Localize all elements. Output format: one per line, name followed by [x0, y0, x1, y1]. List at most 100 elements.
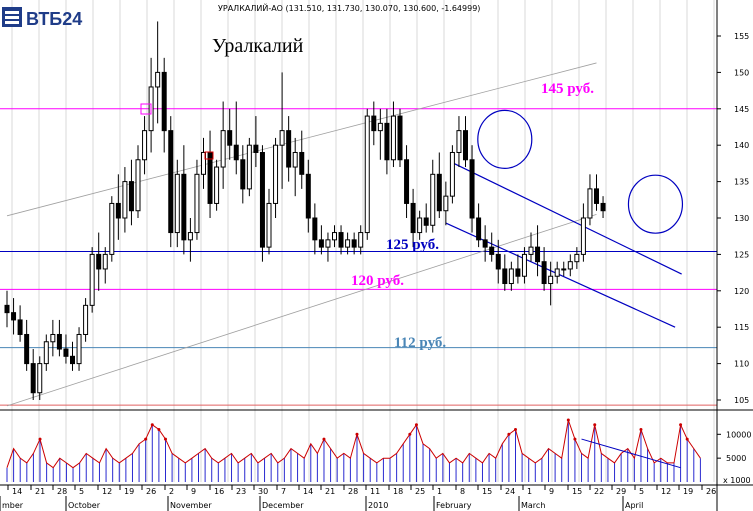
y-tick-label: 140 [734, 141, 749, 150]
highlight-circle [627, 174, 684, 234]
candle-body [410, 202, 416, 234]
candle-body [508, 268, 514, 285]
candle-body [201, 151, 206, 175]
candle-body [397, 115, 403, 161]
candle-body [155, 71, 161, 88]
candle-body [449, 151, 455, 197]
candle-body [384, 122, 390, 161]
volume-trendline [581, 438, 681, 469]
logo-text: ВТБ24 [26, 9, 82, 29]
candle-body [338, 232, 344, 248]
candle-body [279, 130, 285, 146]
x-tick-label: 14 [303, 487, 313, 496]
volume-scale-label: x 1000 [723, 476, 751, 485]
volume-peak [573, 437, 577, 441]
candle-body [456, 130, 462, 153]
candle-body [430, 173, 436, 226]
candle-body [174, 173, 180, 234]
labels: 145 руб. 125 руб. 120 руб. 112 руб. [351, 81, 594, 351]
candle-body [436, 173, 442, 212]
candle-body [11, 312, 17, 321]
x-tick-label: 15 [482, 487, 492, 496]
volume-panel [6, 418, 701, 482]
candle-body [259, 151, 265, 248]
candle-body [574, 253, 580, 263]
candle-body [37, 363, 43, 394]
volume-peak [408, 432, 412, 436]
brand-logo: ВТБ24 [2, 7, 82, 29]
y-tick-label: 150 [734, 68, 749, 77]
highlight-circles [477, 109, 684, 234]
candles [4, 21, 606, 400]
candle-body [56, 333, 62, 350]
x-tick-label: 7 [281, 487, 286, 496]
x-tick-label: 5 [639, 487, 644, 496]
candle-body [580, 217, 586, 255]
x-tick-label: 9 [191, 487, 196, 496]
x-tick-label: 28 [348, 487, 358, 496]
candle-body [246, 144, 252, 190]
y-tick-label: 155 [734, 32, 749, 41]
candle-body [528, 246, 534, 255]
x-tick-label: 1 [437, 487, 442, 496]
x-tick-label: 2 [169, 487, 174, 496]
candle-body [561, 268, 567, 271]
marker-box [140, 103, 152, 115]
candle-body [443, 195, 449, 212]
volume-peak [157, 428, 161, 432]
candle-body [423, 217, 429, 226]
candle-body [63, 348, 69, 357]
x-tick-label: 12 [102, 487, 112, 496]
candle-body [30, 363, 36, 394]
candle-body [142, 130, 148, 161]
candle-body [233, 144, 239, 161]
candle-body [214, 166, 220, 204]
volume-peak [322, 437, 326, 441]
y-tick-label: 135 [734, 178, 749, 187]
logo-mark-stripe-3 [5, 21, 19, 24]
x-tick-label: 19 [683, 487, 693, 496]
reference-label: 145 руб. [541, 81, 594, 97]
y-tick-label: 105 [734, 396, 749, 405]
x-tick-label: 12 [661, 487, 671, 496]
candle-body [502, 268, 508, 285]
x-tick-label: 21 [35, 487, 45, 496]
volume-peak [513, 428, 517, 432]
volume-peak [144, 437, 148, 441]
volume-tick-label: 10000 [726, 430, 751, 439]
candle-body [548, 275, 554, 285]
candle-body [273, 144, 279, 204]
y-tick-label: 145 [734, 105, 749, 114]
candle-body [24, 333, 30, 365]
marker-box [204, 151, 214, 160]
reference-lines [0, 108, 717, 406]
candle-body [292, 151, 298, 168]
candle-body [554, 268, 560, 277]
month-label: December [262, 501, 304, 510]
candle-body [390, 115, 396, 161]
candle-body [587, 188, 593, 219]
month-label: October [68, 501, 101, 510]
candle-body [567, 261, 573, 270]
candle-body [318, 239, 324, 248]
candle-body [89, 253, 95, 306]
candle-body [102, 253, 108, 270]
candle-body [253, 144, 259, 153]
month-label: mber [2, 501, 24, 510]
candle-body [115, 202, 121, 219]
reference-label: 120 руб. [351, 273, 404, 289]
x-tick-label: 8 [460, 487, 465, 496]
volume-peak [38, 437, 42, 441]
candle-body [345, 239, 351, 248]
volume-line [6, 419, 701, 469]
volume-peak [414, 423, 418, 427]
candle-body [600, 202, 606, 212]
trendline-down-channel-top [452, 162, 682, 275]
candle-body [299, 151, 305, 175]
x-tick-label: 1 [527, 487, 532, 496]
volume-peak [639, 428, 643, 432]
candle-body [220, 130, 226, 168]
chart-title: Уралкалий [212, 35, 304, 57]
